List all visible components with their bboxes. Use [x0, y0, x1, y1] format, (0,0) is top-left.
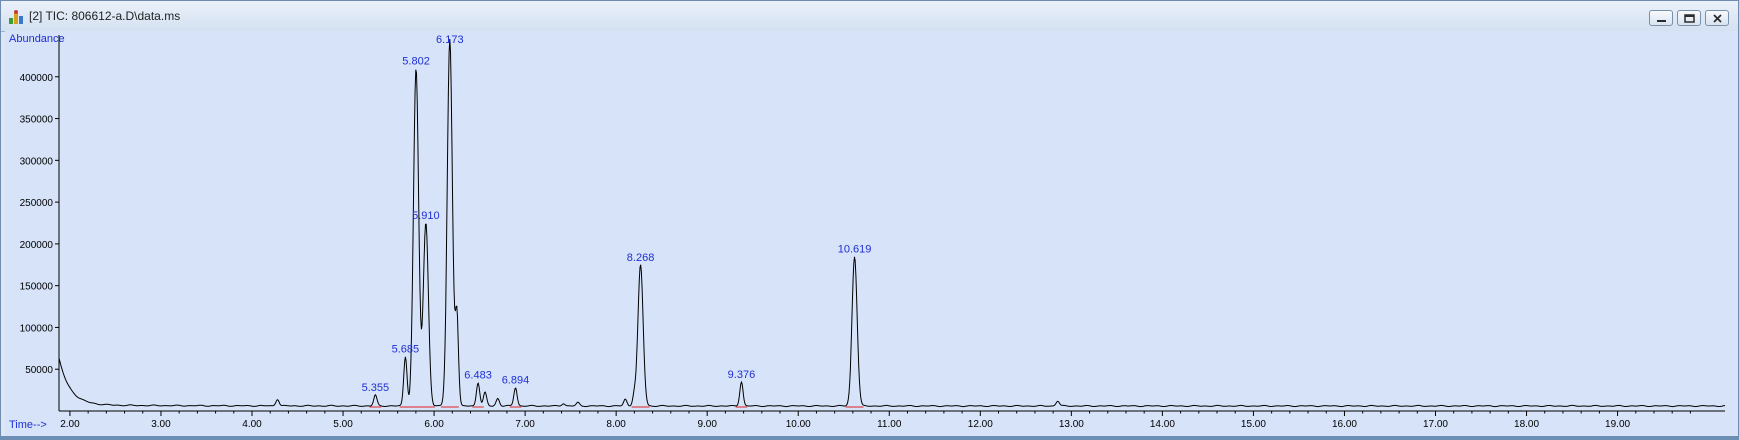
x-tick-label: 19.00 — [1605, 419, 1630, 430]
plot-background — [5, 31, 1738, 436]
y-ticks: 50000 100000 150000 200000 250000 300000 35000… — [20, 73, 59, 376]
plot-area[interactable]: Abundance Time--> 50000 100000 150000 20000… — [5, 31, 1738, 436]
restore-icon — [1684, 14, 1695, 23]
x-tick-label: 2.00 — [60, 419, 80, 430]
chromatogram-chart[interactable]: Abundance Time--> 50000 100000 150000 20000… — [5, 31, 1738, 436]
restore-button[interactable] — [1677, 10, 1701, 26]
y-tick-label: 350000 — [20, 115, 54, 126]
x-tick-label: 3.00 — [151, 419, 171, 430]
peak-label[interactable]: 6.483 — [464, 370, 492, 382]
window-title: [2] TIC: 806612-a.D\data.ms — [29, 9, 181, 23]
y-tick-label: 150000 — [20, 282, 54, 293]
axes — [58, 35, 1725, 412]
chromatogram-app-icon — [9, 10, 23, 24]
y-tick-label: 400000 — [20, 73, 54, 84]
x-tick-label: 16.00 — [1332, 419, 1357, 430]
peak-label[interactable]: 6.173 — [436, 34, 464, 46]
x-tick-label: 14.00 — [1150, 419, 1175, 430]
close-button[interactable] — [1705, 10, 1729, 26]
x-axis-label: Time--> — [9, 419, 47, 431]
x-tick-label: 9.00 — [697, 419, 717, 430]
minimize-button[interactable] — [1649, 10, 1673, 26]
peak-label[interactable]: 5.355 — [362, 382, 390, 394]
x-tick-label: 12.00 — [968, 419, 993, 430]
peak-label[interactable]: 5.802 — [402, 55, 430, 67]
x-ticks: 2.00 3.00 4.00 5.00 6.00 7.00 8.00 9.00 10.00 11.… — [60, 411, 1691, 430]
x-tick-label: 11.00 — [877, 419, 902, 430]
tic-trace — [58, 38, 1726, 408]
x-tick-label: 7.00 — [515, 419, 535, 430]
peak-label[interactable]: 5.910 — [412, 210, 440, 222]
y-tick-label: 100000 — [20, 323, 54, 334]
y-tick-label: 300000 — [20, 156, 54, 167]
close-icon — [1713, 14, 1722, 23]
y-tick-label: 200000 — [20, 240, 54, 251]
peak-label[interactable]: 10.619 — [838, 243, 872, 255]
peak-label[interactable]: 6.894 — [502, 375, 530, 387]
x-tick-label: 10.00 — [786, 419, 811, 430]
y-tick-label: 250000 — [20, 198, 54, 209]
x-tick-label: 15.00 — [1241, 419, 1266, 430]
peak-label[interactable]: 5.685 — [392, 344, 420, 356]
minimize-icon — [1657, 20, 1666, 22]
x-tick-label: 17.00 — [1423, 419, 1448, 430]
x-tick-label: 5.00 — [333, 419, 353, 430]
x-tick-label: 18.00 — [1514, 419, 1539, 430]
y-tick-label: 50000 — [25, 365, 53, 376]
peak-label[interactable]: 9.376 — [728, 369, 756, 381]
peak-label[interactable]: 8.268 — [627, 252, 655, 264]
x-tick-label: 4.00 — [242, 419, 262, 430]
x-tick-label: 6.00 — [424, 419, 444, 430]
title-bar[interactable]: [2] TIC: 806612-a.D\data.ms — [1, 1, 1738, 32]
y-axis-label: Abundance — [9, 33, 65, 45]
x-tick-label: 13.00 — [1059, 419, 1084, 430]
peak-labels: 5.355 5.685 5.802 5.910 6.173 6.483 6.894 8.268… — [362, 34, 872, 394]
x-tick-label: 8.00 — [606, 419, 626, 430]
